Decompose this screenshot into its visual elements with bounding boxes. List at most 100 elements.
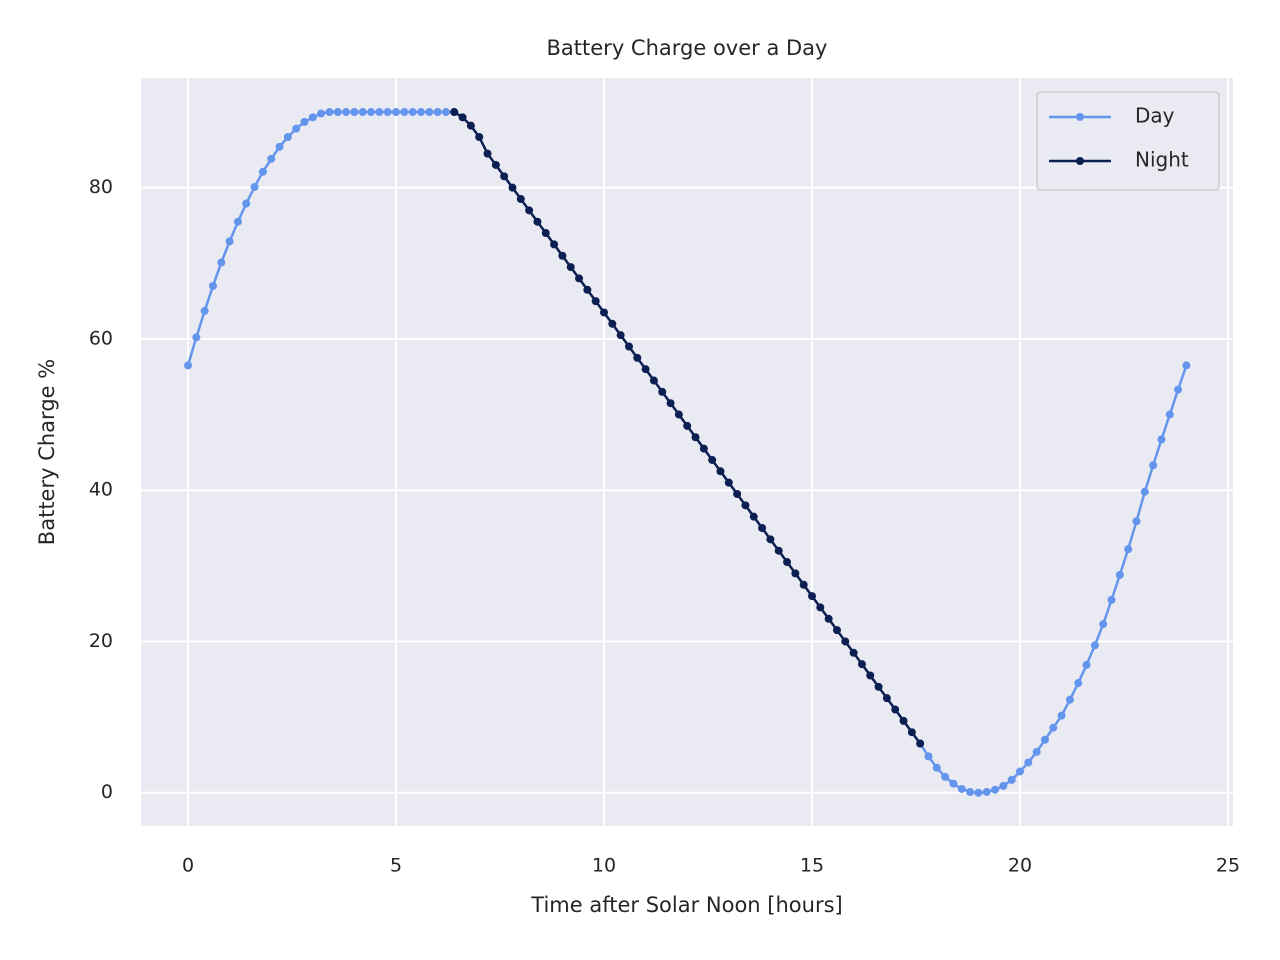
- point: [192, 333, 201, 342]
- point: [525, 206, 534, 215]
- point: [533, 217, 542, 226]
- x-axis-label: Time after Solar Noon [hours]: [530, 893, 842, 917]
- point: [242, 199, 251, 208]
- y-tick-label: 80: [89, 176, 113, 198]
- point: [783, 558, 792, 567]
- point: [624, 342, 633, 351]
- point: [408, 108, 417, 117]
- point: [649, 376, 658, 385]
- point: [441, 108, 450, 117]
- point: [508, 183, 517, 192]
- legend-label: Day: [1135, 104, 1175, 128]
- point: [999, 781, 1008, 790]
- legend-marker: [1076, 157, 1084, 165]
- y-axis-label: Battery Charge %: [35, 359, 59, 545]
- point: [541, 229, 550, 238]
- point: [358, 108, 367, 117]
- point: [708, 455, 717, 464]
- point: [1124, 545, 1133, 554]
- point: [433, 108, 442, 117]
- point: [258, 167, 267, 176]
- point: [392, 108, 401, 117]
- point: [416, 108, 425, 117]
- point: [641, 365, 650, 374]
- point: [425, 108, 434, 117]
- point: [600, 308, 609, 317]
- point: [267, 154, 276, 163]
- x-tick-label: 10: [592, 855, 616, 877]
- point: [816, 603, 825, 612]
- point: [758, 524, 767, 533]
- point: [1115, 570, 1124, 579]
- point: [1174, 385, 1183, 394]
- x-tick-label: 5: [390, 855, 402, 877]
- point: [491, 160, 500, 169]
- point: [666, 399, 675, 408]
- point: [733, 489, 742, 498]
- plot-area: [141, 78, 1233, 826]
- point: [799, 580, 808, 589]
- point: [907, 728, 916, 737]
- point: [891, 705, 900, 714]
- point: [774, 546, 783, 555]
- point: [458, 113, 467, 122]
- point: [932, 763, 941, 772]
- point: [466, 121, 475, 130]
- x-tick-label: 0: [182, 855, 194, 877]
- y-tick-label: 40: [89, 479, 113, 501]
- point: [550, 240, 559, 249]
- point: [1082, 660, 1091, 669]
- point: [683, 421, 692, 430]
- point: [658, 387, 667, 396]
- point: [225, 237, 234, 246]
- legend-label: Night: [1135, 148, 1189, 172]
- point: [583, 285, 592, 294]
- point: [400, 108, 409, 117]
- x-tick-label: 15: [800, 855, 824, 877]
- point: [1165, 410, 1174, 419]
- chart-title: Battery Charge over a Day: [547, 36, 828, 60]
- point: [516, 195, 525, 204]
- x-tick-label: 25: [1216, 855, 1240, 877]
- point: [849, 648, 858, 657]
- point: [832, 626, 841, 635]
- point: [591, 297, 600, 306]
- point: [383, 108, 392, 117]
- point: [308, 113, 317, 122]
- point: [1090, 641, 1099, 650]
- point: [866, 671, 875, 680]
- point: [1132, 517, 1141, 526]
- point: [1140, 487, 1149, 496]
- point: [966, 787, 975, 796]
- point: [500, 172, 509, 181]
- legend-box: [1036, 91, 1220, 191]
- point: [375, 108, 384, 117]
- point: [699, 444, 708, 453]
- point: [317, 109, 326, 118]
- point: [824, 614, 833, 623]
- point: [300, 117, 309, 126]
- point: [333, 108, 342, 117]
- point: [1099, 620, 1108, 629]
- point: [1149, 461, 1158, 470]
- point: [1057, 711, 1066, 720]
- point: [874, 682, 883, 691]
- y-tick-label: 0: [101, 781, 113, 803]
- point: [716, 467, 725, 476]
- point: [841, 637, 850, 646]
- point: [1157, 435, 1166, 444]
- point: [325, 108, 334, 117]
- point: [882, 694, 891, 703]
- point: [250, 182, 259, 191]
- point: [1007, 775, 1016, 784]
- point: [916, 739, 925, 748]
- point: [691, 433, 700, 442]
- point: [949, 779, 958, 788]
- point: [924, 752, 933, 761]
- point: [1049, 723, 1058, 732]
- point: [608, 319, 617, 328]
- point: [1182, 361, 1191, 370]
- point: [674, 410, 683, 419]
- point: [741, 501, 750, 510]
